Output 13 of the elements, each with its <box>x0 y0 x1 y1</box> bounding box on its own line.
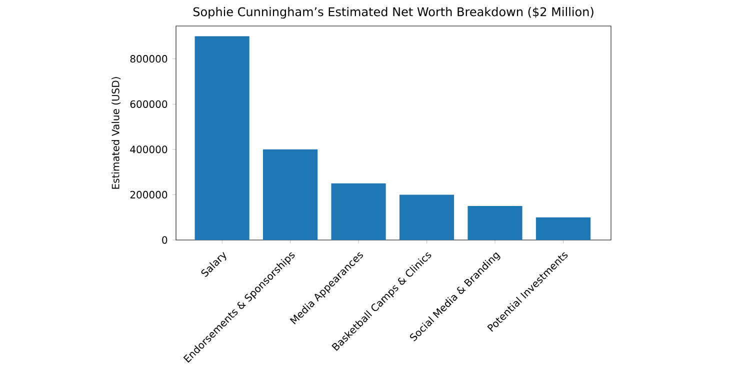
y-tick-label: 800000 <box>130 55 168 63</box>
y-axis-title: Estimated Value (USD) <box>112 77 120 189</box>
y-tick-label: 400000 <box>130 146 168 154</box>
chart-title: Sophie Cunningham’s Estimated Net Worth Breakdown ($2 Million) <box>193 7 594 19</box>
bar <box>331 183 386 240</box>
bar <box>194 36 250 240</box>
y-tick-label: 200000 <box>130 190 168 198</box>
bar <box>263 149 318 240</box>
y-tick-label: 0 <box>162 236 168 244</box>
bar <box>536 217 591 240</box>
bar <box>468 206 522 240</box>
bar <box>399 194 454 240</box>
y-tick-label: 600000 <box>130 100 168 108</box>
